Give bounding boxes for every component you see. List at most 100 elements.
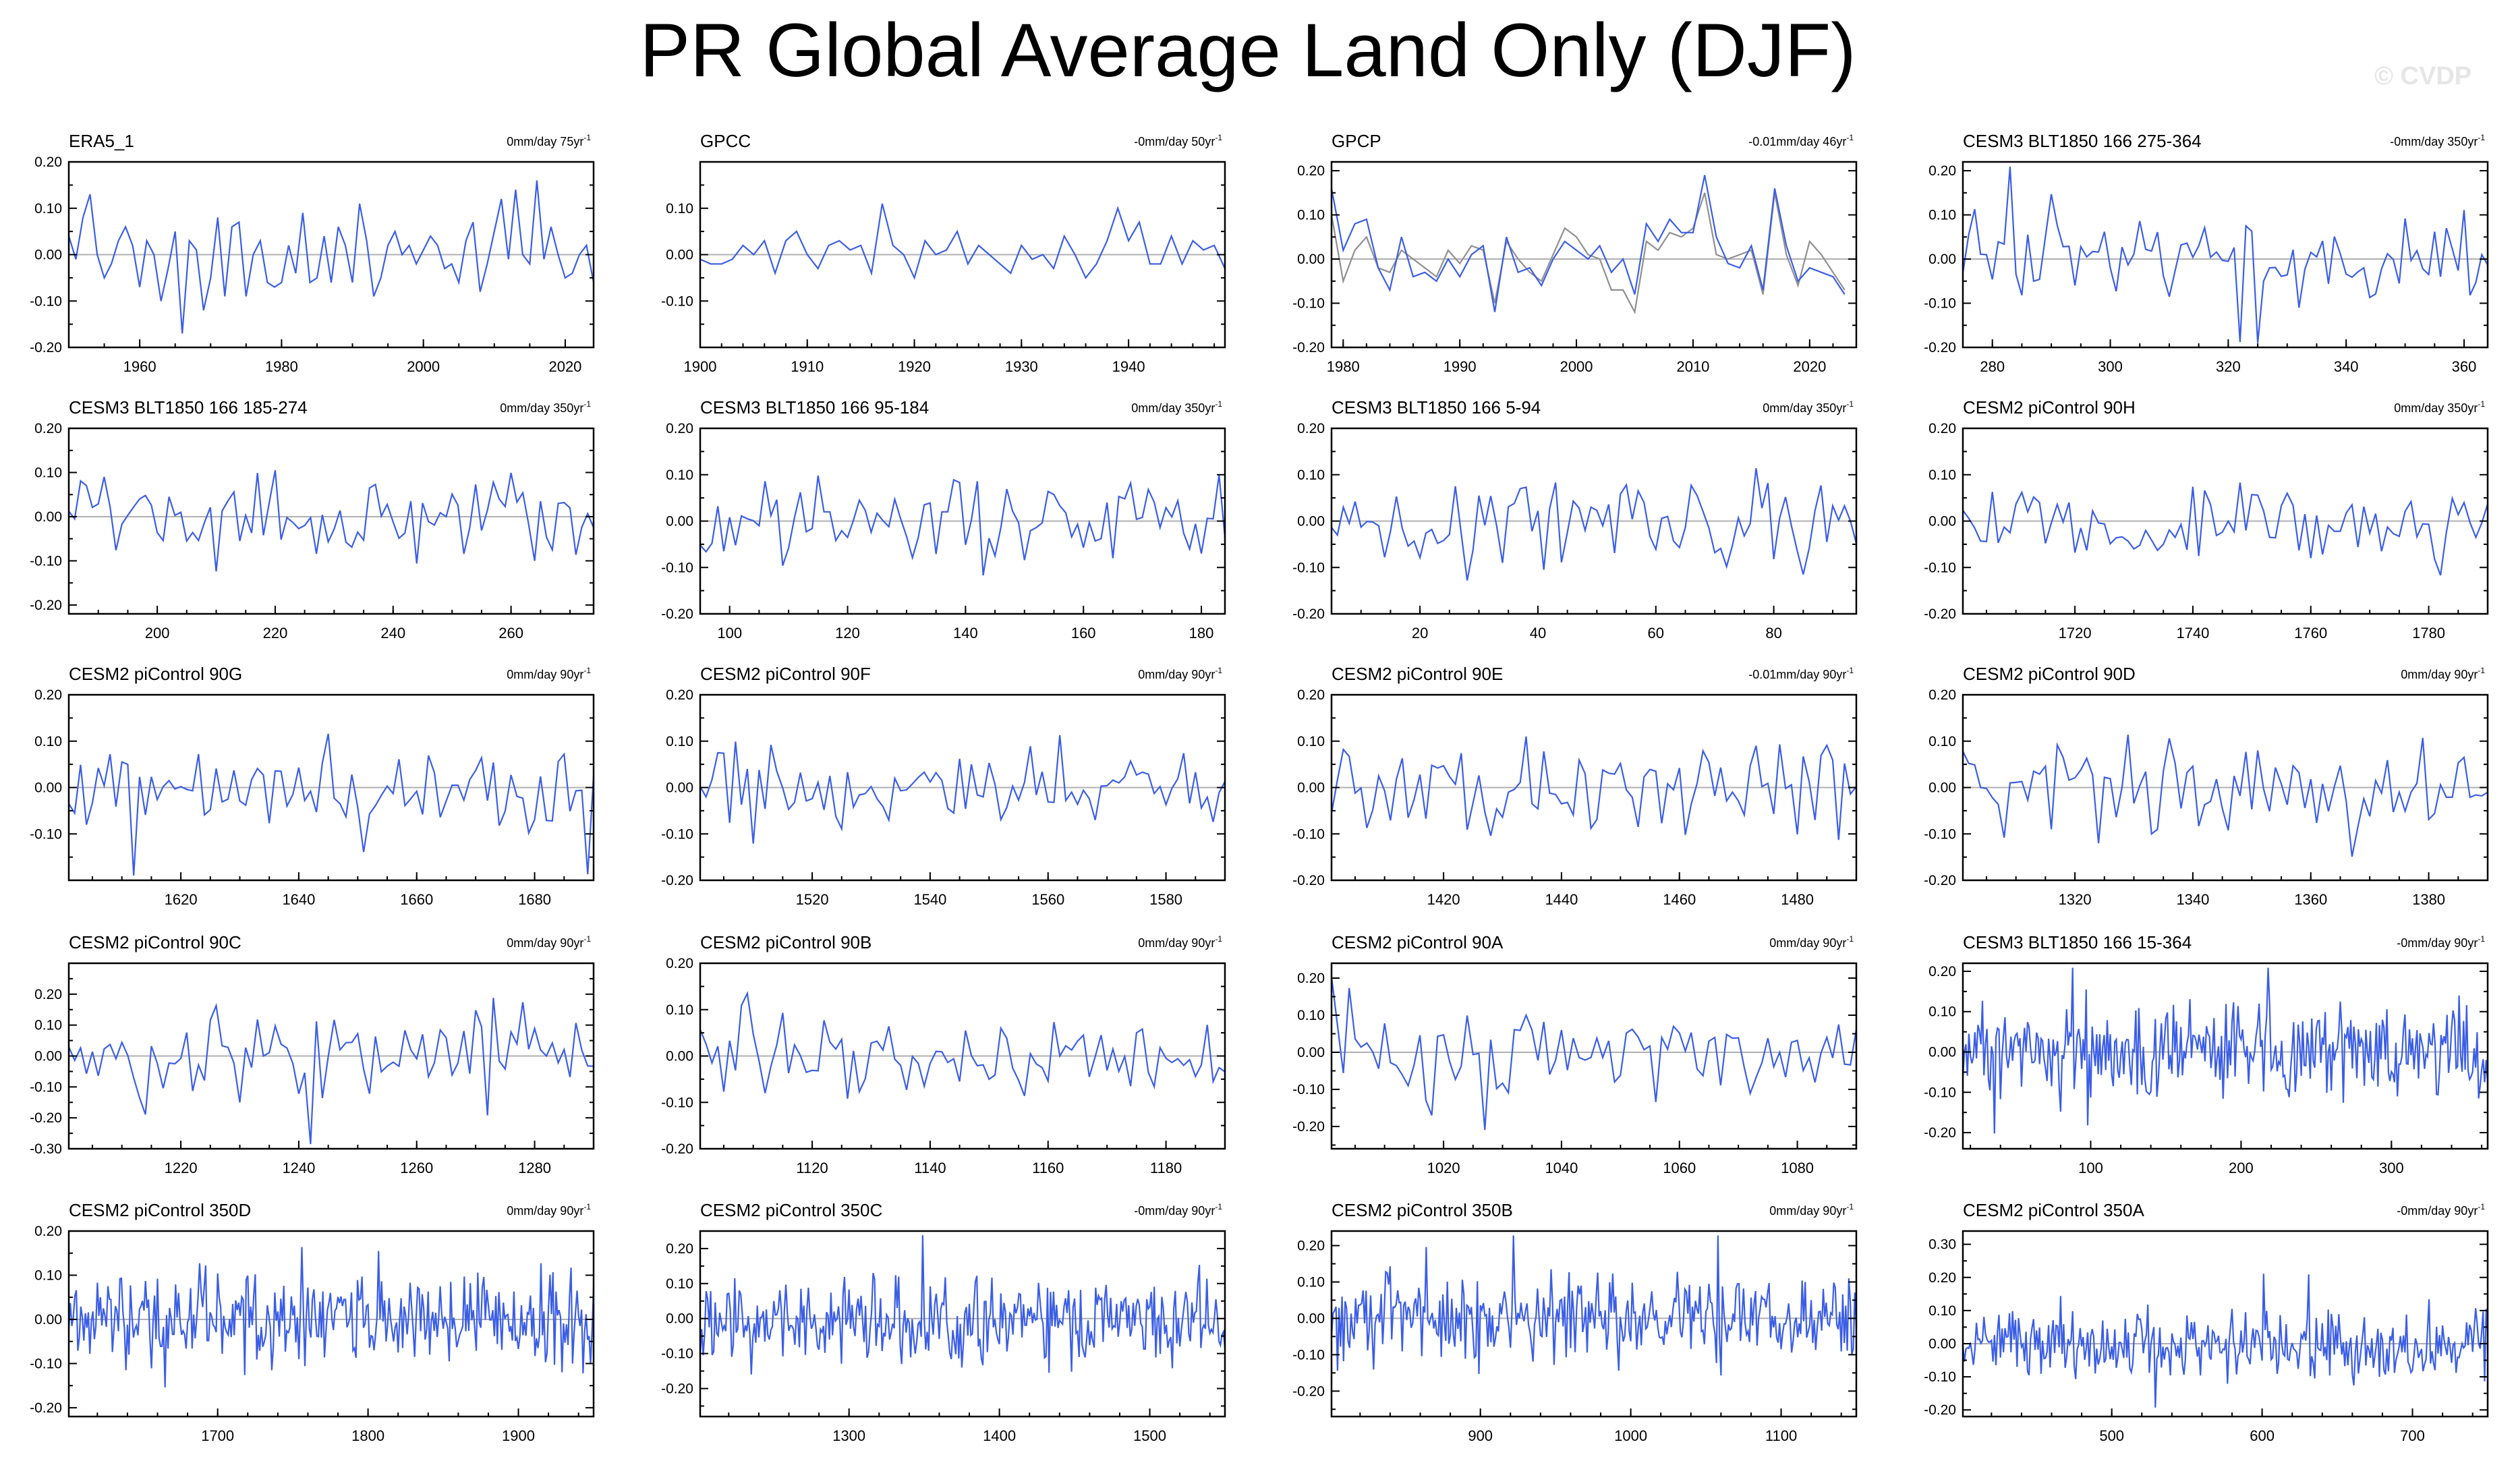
y-tick-label: 0.10: [1297, 208, 1325, 223]
x-tick-label: 1420: [1427, 891, 1460, 908]
series-line: [1962, 482, 2489, 576]
x-tick-label: 1440: [1545, 891, 1578, 908]
trend-annotation: 0mm/day 90yr-1: [1138, 934, 1222, 950]
x-tick-label: 1460: [1663, 891, 1696, 908]
x-tick-label: 1380: [2412, 891, 2445, 908]
y-tick-label: -0.20: [1924, 1402, 1956, 1418]
x-tick-label: 1680: [518, 891, 551, 908]
y-tick-label: 0.10: [34, 1018, 62, 1033]
series-line: [67, 998, 594, 1145]
panel-title: CESM3 BLT1850 166 275-364: [1963, 131, 2202, 151]
chart-panel-6: CESM3 BLT1850 166 95-184 0mm/day 350yr-1 -…: [661, 397, 1226, 641]
x-tick-label: 340: [2334, 358, 2359, 375]
y-tick-label: 0.20: [1297, 1238, 1325, 1254]
y-tick-label: 0.00: [34, 248, 62, 263]
panel-title: CESM2 piControl 90G: [69, 664, 242, 684]
plot-frame: [67, 427, 595, 615]
x-tick-label: 1990: [1443, 358, 1477, 375]
y-tick-label: -0.10: [1924, 1369, 1956, 1385]
x-tick-label: 1360: [2294, 891, 2327, 908]
panel-title: CESM3 BLT1850 166 95-184: [700, 397, 929, 418]
trend-annotation: -0mm/day 50yr-1: [1134, 133, 1222, 148]
figure-title: PR Global Average Land Only (DJF): [639, 8, 1856, 92]
chart-panel-4: CESM3 BLT1850 166 275-364 -0mm/day 350yr-…: [1924, 131, 2489, 375]
y-tick-label: -0.20: [661, 606, 693, 622]
x-tick-label: 1080: [1781, 1160, 1814, 1176]
chart-panel-12: CESM2 piControl 90D 0mm/day 90yr-1 -0.20 -0…: [1924, 664, 2489, 908]
y-tick-label: -0.10: [661, 1346, 693, 1362]
x-tick-label: 1640: [282, 891, 315, 908]
x-tick-label: 300: [2098, 358, 2123, 375]
x-tick-label: 1520: [796, 891, 829, 908]
x-tick-label: 1000: [1614, 1427, 1647, 1444]
cvdp-watermark: © CVDP: [2374, 62, 2472, 90]
y-tick-label: 0.10: [666, 734, 693, 749]
y-tick-label: 0.00: [1928, 514, 1956, 530]
x-tick-label: 1480: [1781, 891, 1814, 908]
y-tick-label: -0.10: [30, 1356, 62, 1371]
y-tick-label: 0.00: [666, 248, 693, 263]
x-tick-label: 1980: [265, 358, 298, 375]
y-tick-label: 0.00: [1297, 252, 1325, 267]
y-tick-label: -0.10: [661, 826, 693, 842]
x-tick-label: 20: [1412, 625, 1428, 641]
chart-panel-3: GPCP -0.01mm/day 46yr-1 -0.20 -0.10 0.00 0.10…: [1292, 131, 1858, 375]
y-tick-label: 0.20: [1297, 163, 1325, 179]
series-line: [699, 203, 1226, 281]
x-tick-label: 160: [1071, 625, 1096, 641]
y-tick-label: 0.20: [666, 956, 693, 971]
y-tick-label: 0.10: [34, 1267, 62, 1283]
panel-title: CESM2 piControl 350A: [1963, 1200, 2144, 1220]
y-tick-label: 0.20: [34, 154, 62, 170]
chart-panel-7: CESM3 BLT1850 166 5-94 0mm/day 350yr-1 -0.…: [1292, 397, 1858, 641]
y-tick-label: -0.10: [1292, 826, 1325, 842]
panel-title: CESM2 piControl 350B: [1332, 1200, 1513, 1220]
y-tick-label: -0.10: [30, 1079, 62, 1095]
x-tick-label: 1340: [2176, 891, 2209, 908]
chart-panel-10: CESM2 piControl 90F 0mm/day 90yr-1 -0.20 -0…: [661, 664, 1226, 908]
trend-annotation: -0mm/day 90yr-1: [2397, 1202, 2485, 1218]
y-tick-label: -0.20: [30, 1400, 62, 1416]
panel-title: CESM2 piControl 350D: [69, 1200, 251, 1220]
series-line: [1962, 1274, 2489, 1408]
y-tick-label: 0.00: [666, 1311, 693, 1327]
trend-annotation: -0mm/day 350yr-1: [2390, 133, 2485, 148]
x-tick-label: 1910: [791, 358, 824, 375]
chart-panel-15: CESM2 piControl 90A 0mm/day 90yr-1 -0.20 -0…: [1292, 932, 1858, 1176]
x-tick-label: 1240: [282, 1160, 315, 1176]
y-tick-label: 0.10: [1928, 208, 1956, 223]
y-tick-label: 0.20: [1928, 687, 1956, 703]
x-tick-label: 100: [2078, 1160, 2103, 1176]
series-line: [68, 470, 595, 572]
panel-title: GPCP: [1332, 131, 1381, 151]
y-tick-label: 0.10: [666, 467, 693, 483]
trend-annotation: 0mm/day 90yr-1: [507, 1202, 591, 1218]
y-tick-label: 0.00: [666, 780, 693, 796]
series-line: [1330, 1235, 1858, 1376]
panel-title: CESM2 piControl 90B: [700, 932, 871, 952]
chart-panel-14: CESM2 piControl 90B 0mm/day 90yr-1 -0.20 -0…: [661, 932, 1226, 1176]
y-tick-label: 0.10: [666, 1002, 693, 1018]
x-tick-label: 100: [717, 625, 742, 641]
x-tick-label: 1780: [2412, 625, 2445, 641]
y-tick-label: 0.10: [1928, 467, 1956, 483]
y-tick-label: -0.30: [30, 1141, 62, 1157]
y-tick-label: 0.20: [34, 421, 62, 436]
y-tick-label: -0.20: [661, 873, 693, 888]
x-tick-label: 2000: [1560, 358, 1593, 375]
y-tick-label: 0.00: [34, 1312, 62, 1328]
x-tick-label: 900: [1468, 1427, 1493, 1444]
panel-title: CESM2 piControl 90F: [700, 664, 871, 684]
y-tick-label: -0.20: [30, 340, 62, 355]
x-tick-label: 320: [2216, 358, 2241, 375]
y-tick-label: 0.20: [34, 1224, 62, 1239]
y-tick-label: 0.20: [1928, 421, 1956, 436]
x-tick-label: 280: [1980, 358, 2005, 375]
trend-annotation: 0mm/day 90yr-1: [1769, 934, 1854, 950]
chart-panel-5: CESM3 BLT1850 166 185-274 0mm/day 350yr-1…: [30, 397, 595, 641]
x-tick-label: 1760: [2294, 625, 2327, 641]
y-tick-label: -0.10: [661, 560, 693, 575]
panel-title: CESM2 piControl 90C: [69, 932, 241, 952]
x-tick-label: 2020: [1793, 358, 1826, 375]
y-tick-label: 0.20: [666, 1241, 693, 1257]
